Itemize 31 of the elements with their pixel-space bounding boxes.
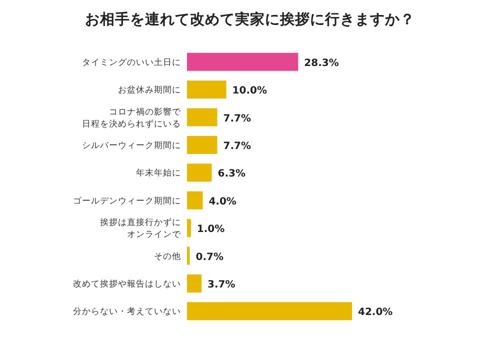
- y-tick-label: お盆休み期間に: [118, 84, 181, 96]
- y-tick-label: シルバーウィーク期間に: [82, 140, 181, 151]
- data-label: 3.7%: [208, 279, 236, 290]
- y-tick-label: その他: [154, 250, 181, 262]
- bar: [187, 219, 191, 238]
- y-tick-label: 年末年始に: [136, 168, 181, 179]
- y-tick-label: 挨拶は直接行かずにオンラインで: [100, 217, 182, 240]
- data-label: 10.0%: [232, 86, 267, 97]
- bar: [187, 52, 298, 71]
- bar: [187, 274, 202, 292]
- data-label: 6.3%: [218, 168, 246, 180]
- data-label: 7.7%: [223, 113, 251, 124]
- data-label: 42.0%: [358, 307, 393, 318]
- bar: [187, 246, 190, 265]
- bar: [187, 136, 218, 154]
- y-tick-label: 分からない・考えていない: [73, 306, 181, 318]
- bar: [187, 302, 352, 320]
- data-label: 1.0%: [196, 224, 225, 236]
- y-tick-label: タイミングのいい土日に: [82, 56, 181, 68]
- bar: [187, 164, 212, 182]
- bar: [187, 191, 203, 210]
- y-tick-label: 改めて挨拶や報告はしない: [73, 278, 181, 290]
- y-tick-label: ゴールデンウィーク期間に: [73, 195, 181, 206]
- data-label: 28.3%: [304, 58, 339, 69]
- bar: [187, 80, 226, 99]
- chart-title: お相手を連れて改めて実家に挨拶に行きますか？: [85, 10, 415, 28]
- data-label: 4.0%: [208, 196, 236, 208]
- data-label: 7.7%: [223, 140, 251, 152]
- bar: [187, 108, 218, 126]
- y-tick-label: コロナ禍の影響で日程を決められずにいる: [82, 106, 182, 130]
- data-label: 0.7%: [196, 252, 224, 263]
